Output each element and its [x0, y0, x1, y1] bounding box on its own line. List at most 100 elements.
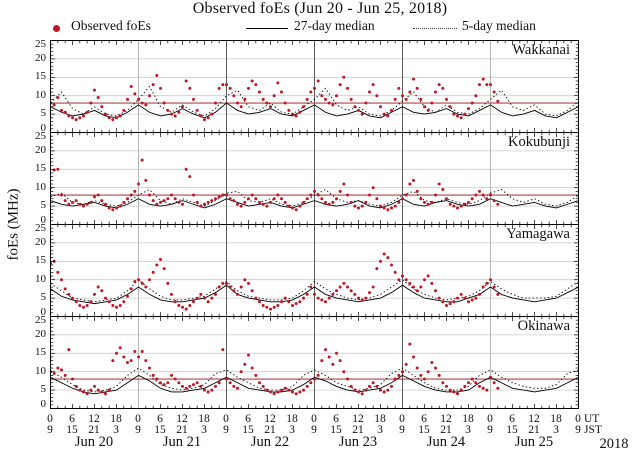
- observed-dot: [96, 96, 100, 100]
- observed-dot: [390, 263, 393, 267]
- observed-dot: [118, 204, 122, 208]
- observed-dot: [430, 200, 434, 204]
- observed-dot: [155, 263, 159, 267]
- observed-dot: [107, 300, 111, 304]
- observed-dot: [335, 351, 338, 355]
- jst-suffix-label: JST: [584, 424, 602, 436]
- legend-5day-label: 5-day median: [462, 18, 536, 33]
- observed-dot: [452, 390, 456, 394]
- y-tick-label: 0: [40, 305, 47, 318]
- observed-dot: [316, 373, 320, 377]
- observed-dot: [386, 114, 390, 118]
- observed-dot: [140, 158, 144, 162]
- observed-dot: [474, 94, 478, 98]
- observed-dot: [225, 281, 228, 285]
- observed-dot: [137, 182, 140, 186]
- median5-line: [50, 367, 579, 393]
- observed-dot: [107, 388, 111, 392]
- observed-dot: [386, 388, 390, 392]
- observed-dot: [60, 278, 63, 282]
- jst-tick-label: 3: [553, 424, 559, 436]
- observed-dot: [63, 199, 67, 203]
- observed-dot: [232, 199, 236, 203]
- observed-dot: [331, 292, 335, 296]
- observed-dot: [298, 110, 302, 114]
- observed-dot: [173, 377, 177, 381]
- jst-tick-label: 15: [66, 424, 78, 436]
- observed-dot: [393, 204, 397, 208]
- observed-dot: [463, 202, 467, 206]
- observed-dot: [331, 200, 335, 204]
- observed-dot: [448, 302, 452, 306]
- observed-dot: [437, 373, 441, 377]
- ut-tick-label: 12: [352, 413, 364, 425]
- observed-dot: [214, 197, 217, 201]
- observed-dot: [419, 97, 423, 101]
- observed-dot: [247, 197, 250, 201]
- observed-dot: [280, 197, 283, 201]
- observed-dot: [232, 289, 236, 293]
- observed-dot: [419, 285, 423, 289]
- observed-dot: [243, 200, 247, 204]
- observed-dot: [52, 103, 56, 107]
- observed-dot: [360, 298, 364, 302]
- observed-dot: [192, 383, 195, 387]
- observed-dot: [56, 167, 60, 171]
- observed-dot: [419, 197, 423, 201]
- observed-dot: [353, 388, 357, 392]
- observed-dot: [448, 202, 452, 206]
- observed-dot: [236, 101, 239, 105]
- observed-dot: [192, 300, 195, 304]
- ut-tick-label: 6: [333, 413, 339, 425]
- observed-dot: [349, 384, 353, 388]
- observed-dot: [415, 189, 419, 193]
- observed-dot: [459, 204, 463, 208]
- y-tick-label: 5: [40, 107, 47, 120]
- ut-suffix-label: UT: [584, 413, 600, 425]
- y-tick-label: 5: [40, 199, 47, 212]
- observed-dot: [445, 384, 448, 388]
- observed-dot: [489, 193, 492, 197]
- jst-tick-label: 9: [223, 424, 229, 436]
- observed-dot: [78, 202, 82, 206]
- observed-dot: [67, 292, 71, 296]
- observed-dot: [203, 388, 206, 392]
- observed-dot: [470, 377, 474, 381]
- observed-dot: [434, 289, 437, 293]
- observed-dot: [118, 303, 122, 307]
- observed-dot: [397, 278, 401, 282]
- observed-dot: [261, 384, 265, 388]
- observed-dot: [129, 193, 133, 197]
- observed-dot: [228, 86, 232, 90]
- observed-dot: [107, 206, 111, 210]
- observed-dot: [60, 108, 63, 112]
- observed-dot: [60, 193, 63, 197]
- observed-dot: [177, 381, 181, 385]
- observed-dot: [170, 193, 173, 197]
- observed-dot: [320, 94, 324, 98]
- legend-solid-line-icon: [246, 28, 288, 29]
- observed-dot: [335, 289, 338, 293]
- date-label: Jun 25: [514, 434, 554, 450]
- observed-dot: [474, 381, 478, 385]
- observed-dot: [390, 384, 393, 388]
- observed-dot: [441, 381, 445, 385]
- observed-dot: [173, 197, 177, 201]
- observed-dot: [122, 355, 126, 359]
- observed-dot: [463, 296, 467, 300]
- observed-dot: [474, 296, 478, 300]
- observed-dot: [236, 202, 239, 206]
- observed-dot: [56, 270, 60, 274]
- observed-dot: [126, 97, 129, 101]
- observed-dot: [71, 296, 74, 300]
- observed-dot: [250, 193, 254, 197]
- observed-dot: [181, 384, 184, 388]
- median5-line: [50, 188, 579, 207]
- observed-dot: [342, 75, 346, 79]
- ut-tick-label: 0: [47, 413, 53, 425]
- observed-dot: [298, 300, 302, 304]
- observed-dot: [261, 97, 265, 101]
- observed-dot: [456, 296, 459, 300]
- observed-dot: [155, 377, 159, 381]
- observed-dot: [63, 373, 67, 377]
